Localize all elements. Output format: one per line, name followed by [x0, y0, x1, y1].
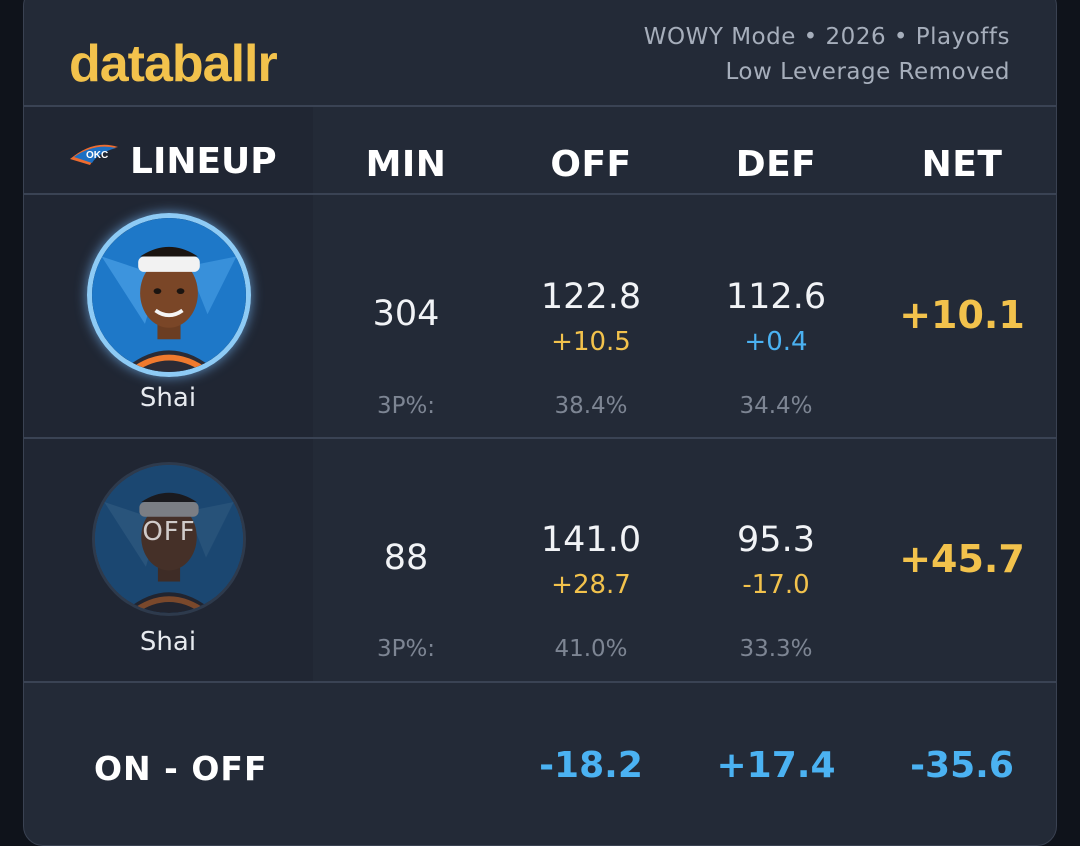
net-rating: +10.1 [899, 293, 1025, 337]
player-avatar-off[interactable]: OFF [92, 462, 246, 616]
divider [24, 193, 1056, 195]
net-rating: +45.7 [899, 537, 1025, 581]
wowy-card: databallr WOWY Mode • 2026 • Playoffs Lo… [23, 0, 1057, 846]
player-photo [92, 218, 246, 372]
on-off-off-diff: -18.2 [539, 745, 643, 786]
divider [24, 681, 1056, 683]
divider [24, 437, 1056, 439]
three-pt-label: 3P%: [376, 636, 436, 662]
def-delta: -17.0 [742, 570, 810, 600]
off-status-label: OFF [142, 517, 196, 547]
filter-line-1: WOWY Mode • 2026 • Playoffs [643, 24, 1010, 50]
on-off-label: ON - OFF [94, 749, 268, 788]
off-rating: 141.0 [540, 520, 642, 560]
min-value: 304 [372, 294, 440, 334]
off-three-pt: 38.4% [554, 393, 628, 419]
off-delta: +10.5 [551, 327, 631, 357]
filter-summary: WOWY Mode • 2026 • Playoffs Low Leverage… [644, 20, 1010, 90]
okc-team-icon: OKC [70, 144, 118, 165]
header-net: NET [921, 144, 1003, 185]
off-rating: 122.8 [540, 277, 642, 317]
header-lineup: LINEUP [130, 141, 277, 182]
off-three-pt: 41.0% [554, 636, 628, 662]
three-pt-label: 3P%: [376, 393, 436, 419]
player-avatar-on[interactable] [87, 213, 251, 377]
min-value: 88 [383, 538, 429, 578]
header-min: MIN [365, 144, 447, 185]
def-three-pt: 34.4% [739, 393, 813, 419]
player-photo [95, 465, 243, 613]
header-off: OFF [550, 144, 632, 185]
on-off-def-diff: +17.4 [716, 745, 836, 786]
header-def: DEF [735, 144, 817, 185]
def-three-pt: 33.3% [739, 636, 813, 662]
def-delta: +0.4 [744, 327, 808, 357]
player-name: Shai [139, 383, 197, 413]
filter-line-2: Low Leverage Removed [725, 59, 1010, 85]
databallr-logo: databallr [69, 35, 278, 93]
lineup-column-bg [24, 107, 313, 195]
on-off-net-diff: -35.6 [910, 745, 1014, 786]
off-delta: +28.7 [551, 570, 631, 600]
def-rating: 95.3 [737, 520, 815, 560]
team-logo-text: OKC [86, 150, 108, 161]
player-name: Shai [139, 627, 197, 657]
def-rating: 112.6 [725, 277, 827, 317]
divider [24, 105, 1056, 107]
